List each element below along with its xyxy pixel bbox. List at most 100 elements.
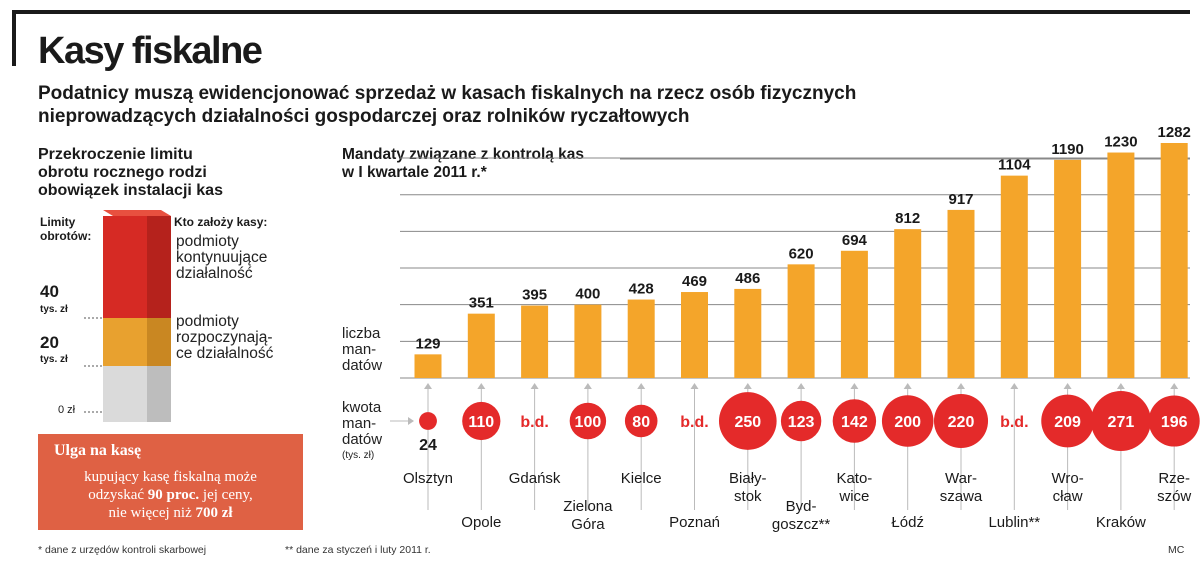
city-label-line: Rze- (1158, 470, 1191, 487)
amount-circle (1041, 394, 1094, 448)
amount-label: 24 (419, 437, 437, 454)
city-label-line: szów (1157, 488, 1192, 505)
city-label: Lublin** (969, 514, 1059, 532)
relief-line: kupujący kasę fiskalną może (84, 469, 257, 485)
connector-arrow (424, 383, 432, 389)
amount-label: 100 (575, 414, 602, 431)
city-label-line: szawa (939, 488, 983, 505)
city-label-line: Łódź (891, 514, 924, 531)
amount-axis-label: kwota man- datów (tys. zł) (342, 400, 382, 464)
city-label-line: Zielona (563, 498, 613, 515)
bar (414, 354, 442, 378)
connector-arrow (797, 383, 806, 389)
left-rule (12, 10, 16, 66)
footnote-1: * dane z urzędów kontroli skarbowej (38, 544, 207, 556)
city-label: Byd-goszcz** (756, 498, 846, 534)
amount-missing-label: b.d. (520, 414, 548, 431)
relief-box: Ulga na kasę kupujący kasę fiskalną może… (38, 434, 303, 530)
bar (574, 304, 602, 378)
bar (521, 305, 549, 378)
tick-40-unit: tys. zł (40, 304, 68, 315)
limit-column (84, 210, 171, 422)
city-label-line: War- (945, 470, 977, 487)
desc-line: kontynuujące (176, 249, 268, 266)
bar (1054, 159, 1082, 378)
city-label-line: goszcz** (771, 516, 831, 533)
bar (947, 209, 975, 378)
bar (1107, 152, 1135, 378)
connector-arrow (743, 383, 752, 389)
relief-title: Ulga na kasę (54, 442, 142, 459)
city-label-line: Poznań (669, 514, 720, 531)
chart-title-line: w I kwartale 2011 r.* (342, 164, 487, 181)
city-label-line: Góra (571, 516, 605, 533)
bar-value-label: 428 (629, 281, 654, 298)
top-rule (12, 10, 1190, 14)
city-label: Kraków (1076, 514, 1166, 532)
city-label: Łódź (863, 514, 953, 532)
bar (734, 288, 762, 378)
who-label: Kto założy kasy: (174, 215, 268, 229)
amount-label-line: datów (342, 431, 383, 448)
bar (681, 292, 708, 378)
count-label-line: liczba (342, 325, 381, 342)
bar (467, 313, 495, 378)
city-label-line: Lublin** (988, 514, 1041, 531)
bar-value-label: 1282 (1158, 124, 1191, 141)
count-label-line: man- (342, 341, 377, 358)
desc-line: podmioty (176, 233, 239, 250)
relief-percent: 90 proc. (147, 487, 200, 503)
relief-body: kupujący kasę fiskalną może odzyskać 90 … (38, 468, 303, 522)
bar-value-label: 1104 (998, 157, 1031, 174)
city-label: Rze-szów (1129, 470, 1200, 506)
amount-label: 80 (632, 414, 650, 431)
amount-circle (881, 395, 934, 447)
amount-label-arrow (408, 417, 414, 425)
city-label-line: Kato- (836, 470, 873, 487)
amount-label: 110 (468, 414, 494, 431)
credit: MC (1168, 544, 1185, 556)
bar-value-label: 395 (522, 287, 547, 304)
desc-line: podmioty (176, 313, 239, 330)
amount-label: 209 (1054, 414, 1081, 431)
column-mid-block-front (103, 318, 147, 366)
column-top-block-right (147, 216, 171, 318)
limit-heading-line: obowiązek instalacji kas (38, 182, 223, 199)
connector-arrow (637, 383, 646, 389)
count-label-line: datów (342, 357, 383, 374)
amount-label-line: man- (342, 415, 377, 432)
connector-arrow (583, 383, 592, 389)
limit-heading-line: obrotu rocznego rodzi (38, 164, 207, 181)
amount-circle (718, 392, 777, 450)
bar-value-label: 486 (735, 270, 760, 287)
amount-label: 271 (1108, 414, 1135, 431)
relief-line: nie więcej niż 700 zł (38, 504, 303, 522)
chart-title-line: Mandaty związane z kontrolą kas (342, 146, 585, 163)
city-label: Wro-cław (1023, 470, 1113, 506)
tick-40: 40 (40, 282, 59, 301)
connector-arrow (1116, 383, 1125, 389)
bar-value-label: 1190 (1051, 141, 1084, 158)
city-label: Kielce (596, 470, 686, 488)
bar (627, 299, 655, 378)
connector-arrow (957, 383, 965, 389)
bar-value-label: 469 (682, 273, 707, 290)
amount-label: 142 (841, 414, 868, 431)
amount-missing-label: b.d. (1000, 414, 1028, 431)
city-label-line: Kielce (620, 470, 662, 487)
city-label-line: Opole (461, 514, 502, 531)
bar-value-label: 812 (895, 210, 920, 227)
city-label-line: Wro- (1051, 470, 1084, 487)
city-label-line: Byd- (785, 498, 817, 515)
connector-arrow (903, 383, 912, 389)
amount-label: 200 (894, 414, 921, 431)
relief-line: odzyskać 90 proc. jej ceny, (38, 486, 303, 504)
tick-0: 0 zł (58, 404, 76, 416)
amount-unit: (tys. zł) (342, 450, 375, 461)
amount-missing-label: b.d. (680, 414, 708, 431)
bar (787, 264, 815, 378)
city-label-line: stok (734, 488, 762, 505)
city-label: War-szawa (916, 470, 1006, 506)
city-label-line: Biały- (729, 470, 767, 487)
